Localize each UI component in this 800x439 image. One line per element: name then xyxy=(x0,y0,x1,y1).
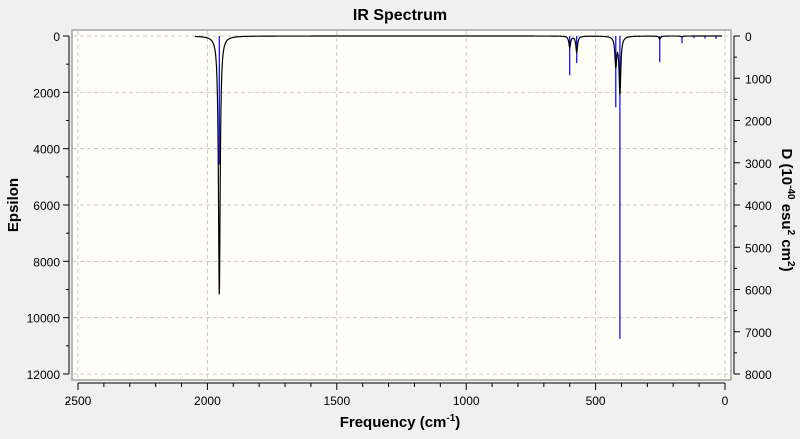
y2-tick-label: 5000 xyxy=(745,241,772,255)
y-tick-label: 12000 xyxy=(27,368,61,382)
x-tick-label: 2000 xyxy=(194,394,221,408)
y-tick-label: 6000 xyxy=(33,199,60,213)
y2-tick-label: 0 xyxy=(745,30,752,44)
y-tick-label: 4000 xyxy=(33,143,60,157)
y-tick-label: 10000 xyxy=(27,312,61,326)
x-tick-label: 2500 xyxy=(65,394,92,408)
y2-tick-label: 1000 xyxy=(745,72,772,86)
y-tick-label: 8000 xyxy=(33,255,60,269)
y2-tick-label: 7000 xyxy=(745,326,772,340)
x-tick-label: 500 xyxy=(586,394,606,408)
axes: 0200040006000800010000120000100020003000… xyxy=(27,30,772,408)
y2-tick-label: 4000 xyxy=(745,199,772,213)
chart-title: IR Spectrum xyxy=(353,7,447,24)
y2-axis-label: D (10-40 esu2 cm2) xyxy=(778,148,796,271)
x-tick-label: 1500 xyxy=(323,394,350,408)
y-axis-label: Epsilon xyxy=(5,178,22,232)
y2-tick-label: 8000 xyxy=(745,368,772,382)
plot-area xyxy=(71,29,732,381)
y2-tick-label: 6000 xyxy=(745,284,772,298)
y2-tick-label: 2000 xyxy=(745,115,772,129)
y-tick-label: 2000 xyxy=(33,86,60,100)
x-tick-label: 1000 xyxy=(453,394,480,408)
x-tick-label: 0 xyxy=(722,394,729,408)
x-axis-label: Frequency (cm-1) xyxy=(340,413,461,431)
y2-tick-label: 3000 xyxy=(745,157,772,171)
spectrum-curve xyxy=(194,35,722,295)
y-tick-label: 0 xyxy=(53,30,60,44)
